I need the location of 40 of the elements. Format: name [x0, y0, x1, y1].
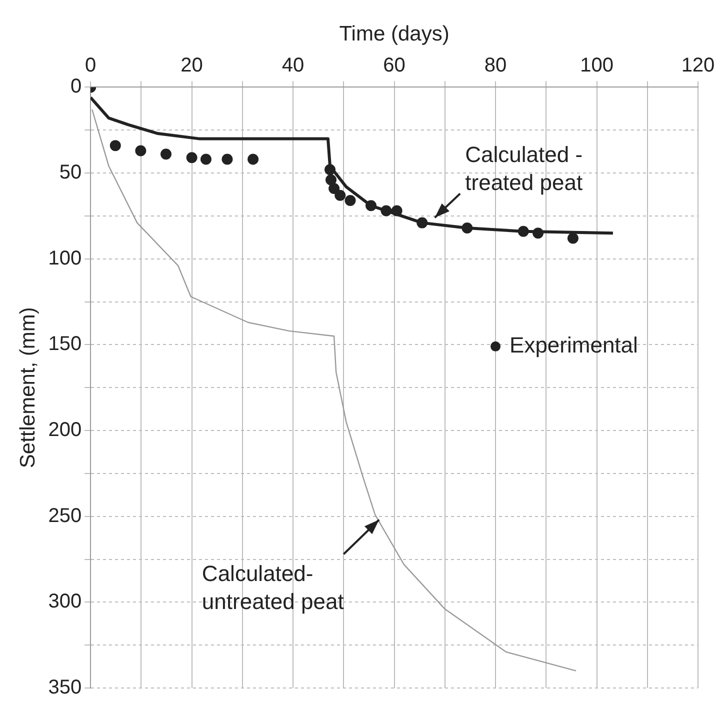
- point: [324, 164, 336, 176]
- point: [416, 217, 428, 228]
- y-tick-label: 50: [59, 162, 82, 184]
- y-tick-label: 250: [48, 504, 82, 527]
- point: [462, 222, 473, 234]
- y-tick-label: 300: [48, 590, 82, 613]
- point: [110, 140, 121, 152]
- x-tick-label: 20: [180, 54, 203, 77]
- y-tick-label: 350: [48, 676, 82, 699]
- point: [186, 152, 198, 164]
- text: Calculated-untreated peat: [202, 560, 344, 614]
- y-tick-label: 100: [48, 247, 82, 270]
- y-tick-label: 150: [48, 333, 82, 356]
- point: [334, 190, 346, 201]
- point: [344, 194, 356, 206]
- y-tick-label: 200: [48, 419, 82, 442]
- x-axis-title: Time (days): [339, 22, 450, 46]
- point: [160, 148, 172, 160]
- x-tick-label: 60: [383, 54, 406, 77]
- point: [328, 182, 340, 194]
- point: [391, 205, 402, 216]
- x-tick-label: 120: [681, 54, 715, 77]
- x-tick-label: 0: [85, 54, 96, 77]
- point: [248, 154, 259, 165]
- point: [532, 228, 544, 239]
- point: [200, 154, 212, 165]
- point: [135, 145, 146, 156]
- series-label: Calculated - treated peat: [465, 142, 583, 195]
- point: [222, 154, 233, 165]
- x-tick-label: 80: [484, 54, 507, 77]
- point: [567, 232, 578, 244]
- legend-label: Experimental: [510, 332, 638, 358]
- x-tick-label: 40: [282, 54, 304, 77]
- x-tick-label: 100: [580, 54, 614, 77]
- point: [518, 226, 529, 237]
- y-axis-title: Settlement, (mm): [16, 307, 40, 468]
- point: [366, 200, 376, 212]
- point: [380, 205, 392, 216]
- point: [326, 174, 337, 186]
- y-tick-label: 0: [70, 76, 82, 98]
